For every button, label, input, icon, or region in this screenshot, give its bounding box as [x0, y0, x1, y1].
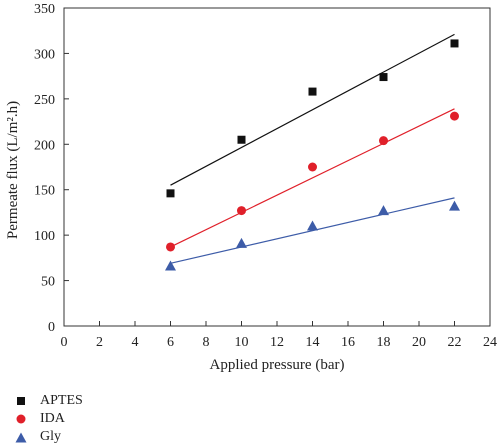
x-tick-label: 24	[483, 335, 497, 350]
point-gly	[378, 205, 389, 216]
legend-item-ida: IDA	[14, 410, 83, 428]
y-tick-label: 250	[34, 93, 55, 108]
point-aptes	[450, 39, 459, 48]
point-gly	[307, 220, 318, 231]
x-axis: 0 2 4 6 8 10 12 14 16 18 20 22 24	[61, 321, 497, 350]
point-ida	[379, 136, 388, 146]
x-tick-label: 0	[61, 335, 68, 350]
x-axis-title: Applied pressure (bar)	[210, 357, 345, 373]
circle-marker-icon	[14, 412, 28, 426]
legend: APTES IDA Gly	[14, 392, 83, 446]
plot-border	[63, 7, 491, 327]
point-ida	[450, 111, 459, 121]
x-tick-label: 18	[377, 335, 391, 350]
fit-line-aptes	[170, 33, 455, 186]
legend-item-aptes: APTES	[14, 392, 83, 410]
y-axis: 0 50 100 150 200 250 300 350	[34, 2, 69, 335]
y-tick-label: 50	[41, 275, 55, 290]
point-gly	[165, 260, 176, 271]
x-tick-label: 2	[96, 335, 103, 350]
x-tick-label: 14	[306, 335, 320, 350]
point-ida	[308, 162, 317, 172]
y-tick-label: 0	[48, 320, 55, 335]
fit-line-gly	[170, 197, 455, 264]
fit-line-ida	[170, 108, 455, 248]
x-tick-label: 10	[235, 335, 249, 350]
point-gly	[236, 237, 247, 248]
plot-frame	[63, 7, 491, 327]
point-ida	[237, 206, 246, 216]
y-tick-label: 150	[34, 184, 55, 199]
y-tick-label: 350	[34, 2, 55, 17]
x-tick-label: 12	[270, 335, 284, 350]
y-tick-label: 100	[34, 229, 55, 244]
point-aptes	[379, 73, 388, 82]
point-ida	[166, 242, 175, 252]
y-tick-label: 300	[34, 47, 55, 62]
triangle-marker-icon	[14, 430, 28, 444]
point-aptes	[166, 189, 175, 198]
y-tick-label: 200	[34, 138, 55, 153]
data-points	[165, 39, 460, 271]
x-tick-label: 20	[412, 335, 426, 350]
legend-label-ida: IDA	[40, 411, 65, 426]
x-tick-label: 8	[203, 335, 210, 350]
legend-item-gly: Gly	[14, 428, 83, 446]
square-marker-icon	[14, 394, 28, 408]
point-aptes	[308, 87, 317, 96]
x-tick-label: 16	[341, 335, 355, 350]
y-axis-title: Permeate flux (L/m².h)	[5, 101, 21, 239]
x-tick-label: 4	[132, 335, 139, 350]
point-gly	[449, 200, 460, 211]
legend-label-gly: Gly	[40, 429, 61, 444]
fit-lines	[170, 33, 455, 264]
legend-label-aptes: APTES	[40, 393, 83, 408]
x-tick-label: 22	[448, 335, 462, 350]
x-tick-label: 6	[167, 335, 174, 350]
point-aptes	[237, 135, 246, 144]
